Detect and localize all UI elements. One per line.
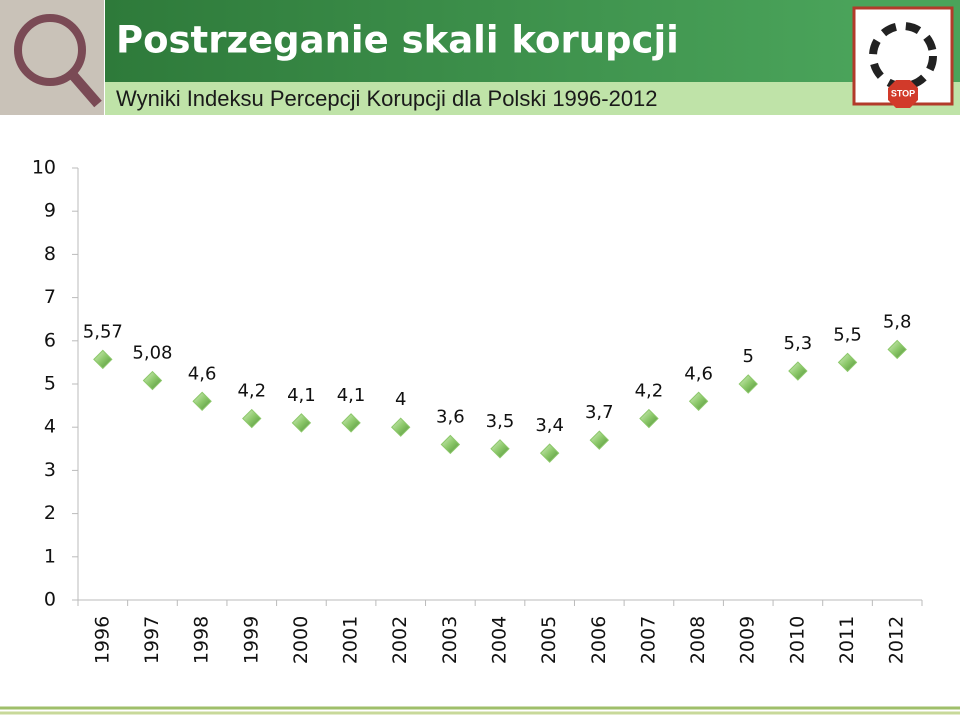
marker xyxy=(291,413,312,433)
x-tick-label: 1996 xyxy=(91,616,113,664)
header-strip xyxy=(105,82,960,115)
x-tick-label: 2004 xyxy=(489,616,511,664)
x-tick-label: 2010 xyxy=(786,616,808,664)
x-tick-label: 1997 xyxy=(141,616,163,664)
marker xyxy=(788,361,808,381)
y-tick-label: 8 xyxy=(44,243,56,265)
marker xyxy=(738,374,758,394)
y-tick-label: 0 xyxy=(44,589,56,611)
data-label: 5,08 xyxy=(132,343,172,364)
data-label: 4,6 xyxy=(684,363,713,384)
marker xyxy=(242,408,262,429)
subtitle: Wyniki Indeksu Percepcji Korupcji dla Po… xyxy=(116,86,658,111)
marker xyxy=(390,417,411,437)
marker xyxy=(192,391,212,411)
header-bar xyxy=(105,0,850,82)
x-tick-label: 2003 xyxy=(439,616,461,664)
marker xyxy=(341,413,361,433)
magnifier-handle xyxy=(68,70,102,108)
data-label: 5,8 xyxy=(883,311,912,332)
marker xyxy=(639,408,659,429)
data-label: 4,1 xyxy=(337,385,366,406)
marker xyxy=(837,352,858,373)
data-label: 5 xyxy=(743,346,754,367)
data-label: 3,7 xyxy=(585,402,614,423)
x-tick-label: 2012 xyxy=(886,616,908,664)
x-tick-label: 2007 xyxy=(637,616,659,664)
stop-sign xyxy=(888,80,918,108)
x-tick-label: 2000 xyxy=(290,616,312,664)
marker xyxy=(440,434,461,455)
x-tick-label: 1998 xyxy=(191,616,213,664)
y-tick-label: 4 xyxy=(44,416,56,438)
x-tick-label: 2006 xyxy=(588,616,610,664)
data-label: 5,5 xyxy=(833,324,862,345)
data-label: 5,57 xyxy=(83,321,123,342)
y-tick-label: 10 xyxy=(32,157,56,179)
marker xyxy=(142,370,163,391)
marker xyxy=(688,391,709,411)
x-tick-label: 2005 xyxy=(538,616,560,664)
x-tick-label: 2002 xyxy=(389,616,411,664)
y-tick-label: 2 xyxy=(44,502,56,524)
marker xyxy=(490,439,510,459)
logo-fish xyxy=(869,22,937,90)
x-tick-label: 1999 xyxy=(240,616,262,664)
stop-text: STOP xyxy=(891,88,915,98)
x-tick-label: 2009 xyxy=(737,616,759,664)
data-label: 4,6 xyxy=(188,363,217,384)
y-tick-label: 9 xyxy=(44,200,56,222)
y-tick-label: 5 xyxy=(44,373,56,395)
y-tick-label: 3 xyxy=(44,459,56,481)
y-tick-label: 6 xyxy=(44,329,56,351)
data-label: 5,3 xyxy=(784,333,813,354)
data-label: 3,5 xyxy=(486,411,515,432)
marker xyxy=(93,349,113,370)
data-label: 3,4 xyxy=(535,415,564,436)
marker xyxy=(887,339,907,360)
x-tick-label: 2011 xyxy=(836,616,858,664)
magnifier xyxy=(14,14,86,86)
data-label: 4 xyxy=(395,389,406,410)
x-tick-label: 2001 xyxy=(340,616,362,664)
x-tick-label: 2008 xyxy=(687,616,709,664)
y-tick-label: 7 xyxy=(44,286,56,308)
marker xyxy=(589,430,610,450)
data-label: 4,2 xyxy=(237,381,266,402)
y-tick-label: 1 xyxy=(44,545,56,567)
title: Postrzeganie skali korupcji xyxy=(116,19,679,62)
data-label: 4,1 xyxy=(287,385,316,406)
data-label: 4,2 xyxy=(635,381,664,402)
marker xyxy=(539,443,560,463)
data-label: 3,6 xyxy=(436,406,465,427)
